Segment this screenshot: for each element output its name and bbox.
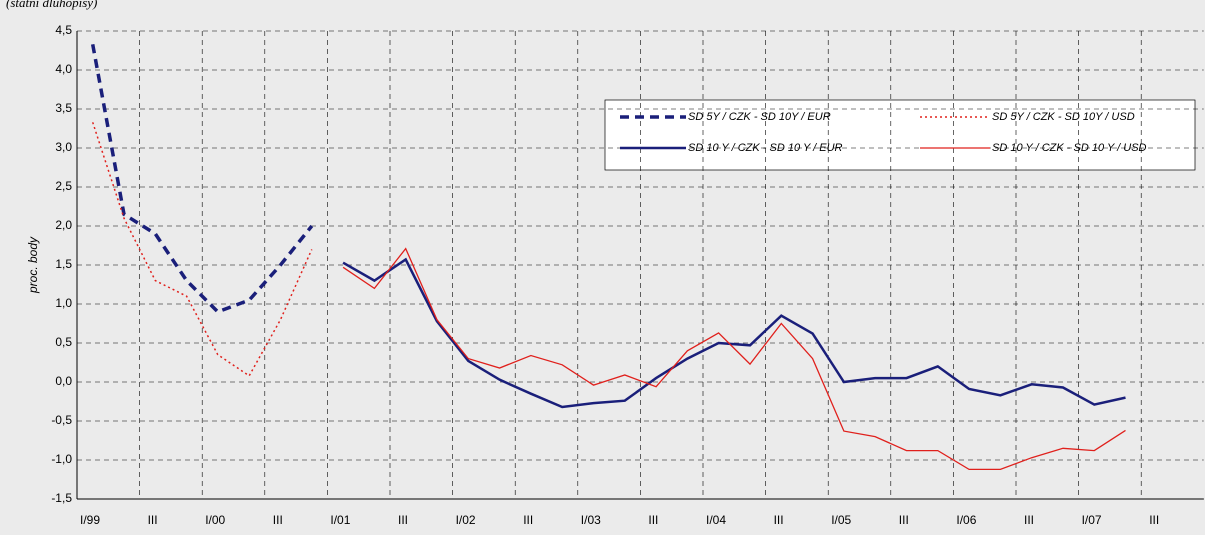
x-tick-label: III [148,513,158,527]
legend [604,99,1196,171]
series-line [90,43,314,314]
y-tick-label: 2,5 [55,179,72,193]
x-tick-label: I/06 [956,513,976,527]
x-tick-label: I/02 [456,513,476,527]
y-tick-label: -0,5 [51,413,72,427]
x-tick-label: I/04 [706,513,726,527]
x-tick-label: I/01 [330,513,350,527]
legend-label: SD 5Y / CZK - SD 10Y / EUR [688,111,831,123]
series-line [342,257,1126,409]
series-line [342,247,1126,471]
y-tick-label: 4,0 [55,62,72,76]
y-tick-label: 0,5 [55,335,72,349]
x-tick-label: I/05 [831,513,851,527]
x-tick-label: III [523,513,533,527]
y-tick-label: 3,0 [55,140,72,154]
x-tick-label: III [273,513,283,527]
x-tick-label: III [774,513,784,527]
y-tick-label: 0,0 [55,374,72,388]
x-tick-label: I/99 [80,513,100,527]
y-tick-label: 1,5 [55,257,72,271]
y-tick-label: 1,0 [55,296,72,310]
y-axis-label: proc. body [26,236,40,294]
chart-subtitle: (státní dluhopisy) [6,0,97,10]
x-tick-label: III [1024,513,1034,527]
x-tick-label: I/07 [1082,513,1102,527]
x-tick-label: III [398,513,408,527]
y-tick-label: 2,0 [55,218,72,232]
y-tick-label: 4,5 [55,23,72,37]
legend-label: SD 5Y / CZK - SD 10Y / USD [992,111,1135,123]
x-tick-label: I/00 [205,513,225,527]
y-tick-label: -1,0 [51,452,72,466]
y-tick-label: -1,5 [51,491,72,505]
x-tick-label: I/03 [581,513,601,527]
x-tick-label: III [899,513,909,527]
legend-label: SD 10 Y / CZK - SD 10 Y / EUR [688,142,843,154]
x-tick-label: III [648,513,658,527]
legend-label: SD 10 Y / CZK - SD 10 Y / USD [992,142,1147,154]
x-tick-label: III [1149,513,1159,527]
y-tick-label: 3,5 [55,101,72,115]
